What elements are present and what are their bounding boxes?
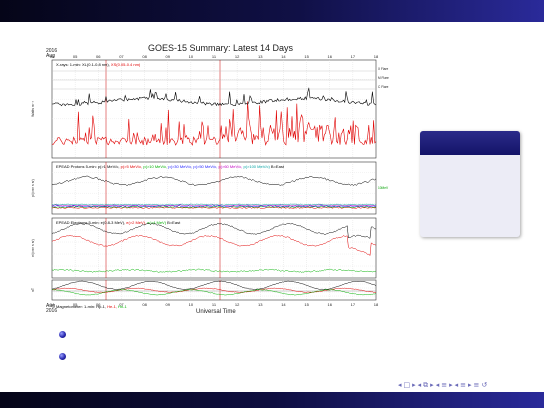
panel-legend-3: EPEAD Electrons 5-min: e(0.8-3 MeV), e(>… (56, 220, 181, 225)
panel-ylabel-1: Watts m⁻² (31, 100, 35, 117)
x-tick-bottom-18: 18 (374, 302, 379, 307)
x-tick-bottom-11: 11 (212, 302, 217, 307)
panel-legend-1: X-rays: 1-min: XL(0.1-0.8 nm), XS(0.05-0… (56, 62, 141, 67)
panel-ylabel-2: p/(cm² s sr) (31, 179, 35, 197)
x-tick-bottom-13: 13 (258, 302, 263, 307)
x-tick-bottom-09: 09 (165, 302, 170, 307)
nav-section-next-icon[interactable]: ▸ (430, 381, 434, 389)
panel-ylabel-3: e/(cm² s sr) (31, 239, 35, 257)
bullet-icon-2 (59, 353, 66, 360)
x-tick-top-04: 04 (50, 54, 55, 59)
xray-long-series (51, 87, 377, 107)
proton-series-2 (51, 206, 377, 209)
plots-canvas: 04 04 05 05 06 06 07 07 08 08 09 09 10 10 11 11 12 12 13 13… (31, 54, 389, 309)
x-tick-top-05: 05 (73, 54, 78, 59)
figure-title: GOES-15 Summary: Latest 14 Days (148, 43, 294, 53)
header-bar (0, 0, 544, 22)
x-tick-bottom-15: 15 (304, 302, 309, 307)
x-tick-bottom-08: 08 (142, 302, 147, 307)
nav-doc-next-icon[interactable]: ▸ (467, 381, 472, 389)
info-block-header (420, 131, 520, 155)
electron-series-2 (51, 235, 377, 257)
panel-legend-2: EPEAD Protons 5-min: p(>1 MeV/c, p(>5 Me… (56, 164, 285, 169)
panel-3: EPEAD Electrons 5-min: e(0.8-3 MeV), e(>… (31, 217, 377, 279)
nav-align-icon[interactable]: ≡ (473, 381, 480, 389)
nav-subsection-icon[interactable]: ≡ (441, 381, 448, 389)
bullet-icon-1 (59, 331, 66, 338)
beamer-navigation: ◂ □ ▸ ◂ ⧉ ▸ ◂ ≡ ▸ ◂ ≡ ▸ ≡ ↺ (398, 381, 487, 390)
year-label-bottom: 2016 (46, 308, 58, 314)
x-tick-bottom-17: 17 (351, 302, 356, 307)
proton-series-6 (51, 203, 377, 206)
x-tick-top-10: 10 (189, 54, 194, 59)
panel-ylabel-4: nT (31, 287, 35, 292)
flare-label-3: C Flare (378, 85, 389, 89)
mag-series-3 (51, 289, 377, 296)
nav-doc-prev-icon[interactable]: ◂ (454, 381, 459, 389)
panel-legend-4: Magnetometer: 1-min: Hp-1, He-1, Hn-1 (56, 304, 127, 309)
proton-series-3 (51, 206, 377, 208)
nav-section-icon[interactable]: ◂ (417, 381, 422, 389)
x-tick-bottom-16: 16 (327, 302, 332, 307)
flare-label-2: M Flare (378, 76, 389, 80)
x-axis-label: Universal Time (196, 309, 236, 315)
nav-next-icon[interactable]: ▸ (412, 381, 416, 389)
x-tick-top-07: 07 (119, 54, 124, 59)
year-label-top: 2016 (46, 48, 58, 54)
nav-frame-icon[interactable]: □ (403, 381, 411, 389)
x-tick-bottom-12: 12 (235, 302, 240, 307)
proton-series-5 (51, 204, 377, 207)
xray-short-series (51, 101, 377, 146)
x-tick-bottom-10: 10 (189, 302, 194, 307)
x-tick-bottom-05: 05 (73, 302, 78, 307)
nav-doc-icon[interactable]: ≡ (460, 381, 466, 389)
mag-series-1 (51, 280, 377, 290)
nav-frame-stack-icon[interactable]: ⧉ (423, 381, 429, 389)
x-tick-top-17: 17 (351, 54, 356, 59)
x-tick-bottom-07: 07 (119, 302, 124, 307)
nav-prev-icon[interactable]: ◂ (398, 381, 402, 389)
proton-threshold-label: 10MeV (378, 186, 389, 190)
nav-subsection-prev-icon[interactable]: ◂ (435, 381, 440, 389)
panel-1: X-rays: 1-min: XL(0.1-0.8 nm), XS(0.05-0… (31, 59, 377, 159)
month-label-top: Aug (46, 53, 55, 59)
x-tick-bottom-14: 14 (281, 302, 286, 307)
info-block (420, 131, 520, 237)
footer-bar (0, 392, 544, 408)
proton-series-4 (51, 205, 377, 208)
flare-label-1: X Flare (378, 67, 389, 71)
goes-summary-figure: GOES-15 Summary: Latest 14 Days 2016 Aug… (30, 38, 400, 322)
x-tick-top-12: 12 (235, 54, 240, 59)
x-tick-top-09: 09 (165, 54, 170, 59)
x-tick-top-06: 06 (96, 54, 101, 59)
x-tick-top-15: 15 (304, 54, 309, 59)
x-tick-bottom-06: 06 (96, 302, 101, 307)
nav-search-icon[interactable]: ↺ (481, 381, 488, 389)
x-tick-top-18: 18 (374, 54, 379, 59)
x-tick-top-08: 08 (142, 54, 147, 59)
nav-subsection-next-icon[interactable]: ▸ (449, 381, 453, 389)
x-tick-top-16: 16 (327, 54, 332, 59)
electron-series-1 (51, 222, 377, 239)
x-tick-top-14: 14 (281, 54, 286, 59)
x-tick-top-13: 13 (258, 54, 263, 59)
electron-series-3 (51, 268, 377, 273)
x-tick-top-11: 11 (212, 54, 217, 59)
proton-series-1 (51, 175, 377, 187)
month-label-bottom: Aug (46, 303, 55, 309)
x-tick-bottom-04: 04 (50, 302, 55, 307)
